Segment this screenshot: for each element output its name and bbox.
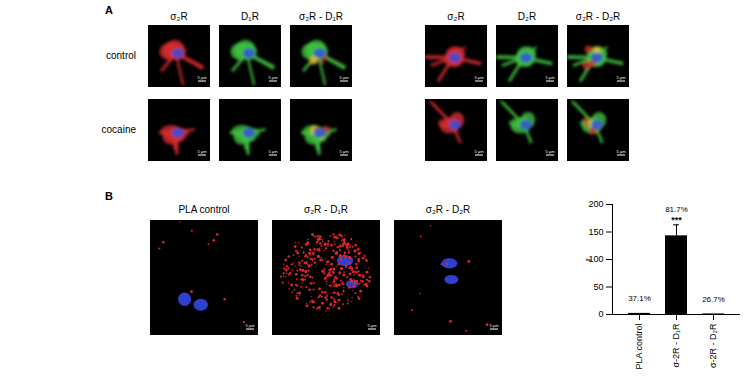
- svg-text:σ₂R - D₁R: σ₂R - D₁R: [304, 204, 348, 215]
- svg-text:5 µm: 5 µm: [198, 75, 208, 80]
- svg-text:σ₂R - D₁R: σ₂R - D₁R: [299, 11, 343, 22]
- svg-text:5 µm: 5 µm: [617, 149, 627, 154]
- svg-text:PLA control: PLA control: [178, 204, 229, 215]
- svg-text:σ₂R: σ₂R: [170, 11, 187, 22]
- svg-text:***: ***: [671, 215, 682, 225]
- svg-text:cocaine: cocaine: [102, 124, 137, 135]
- svg-text:37.1%: 37.1%: [628, 294, 651, 303]
- svg-text:5 µm: 5 µm: [368, 323, 378, 328]
- svg-text:5 µm: 5 µm: [269, 75, 279, 80]
- svg-text:5 µm: 5 µm: [246, 323, 256, 328]
- svg-text:A: A: [105, 4, 113, 16]
- svg-text:5 µm: 5 µm: [546, 75, 556, 80]
- svg-text:50: 50: [593, 282, 603, 292]
- svg-text:5 µm: 5 µm: [340, 149, 350, 154]
- svg-text:5 µm: 5 µm: [475, 149, 485, 154]
- svg-text:150: 150: [588, 227, 603, 237]
- svg-text:26.7%: 26.7%: [702, 295, 725, 304]
- svg-text:5 µm: 5 µm: [617, 75, 627, 80]
- svg-text:5 µm: 5 µm: [475, 75, 485, 80]
- svg-text:100: 100: [588, 254, 604, 265]
- svg-text:control: control: [106, 50, 136, 61]
- svg-text:B: B: [105, 190, 113, 202]
- svg-text:D₂R: D₂R: [518, 11, 536, 22]
- svg-text:r: r: [583, 258, 593, 261]
- svg-text:0: 0: [598, 309, 603, 319]
- svg-text:5 µm: 5 µm: [490, 323, 500, 328]
- svg-text:PLA control: PLA control: [634, 324, 644, 370]
- svg-text:D₁R: D₁R: [241, 11, 259, 22]
- svg-text:σ₂R - D₂R: σ₂R - D₂R: [576, 11, 621, 22]
- svg-text:5 µm: 5 µm: [198, 149, 208, 154]
- svg-text:5 µm: 5 µm: [546, 149, 556, 154]
- svg-text:81.7%: 81.7%: [665, 205, 688, 214]
- svg-text:σ₂R - D₂R: σ₂R - D₂R: [426, 204, 471, 215]
- svg-text:σ₂R: σ₂R: [447, 11, 464, 22]
- svg-text:σ-2R - D₂R: σ-2R - D₂R: [708, 323, 718, 368]
- svg-text:5 µm: 5 µm: [269, 149, 279, 154]
- svg-text:σ-2R - D₁R: σ-2R - D₁R: [671, 323, 681, 368]
- svg-text:200: 200: [588, 199, 603, 209]
- svg-text:5 µm: 5 µm: [340, 75, 350, 80]
